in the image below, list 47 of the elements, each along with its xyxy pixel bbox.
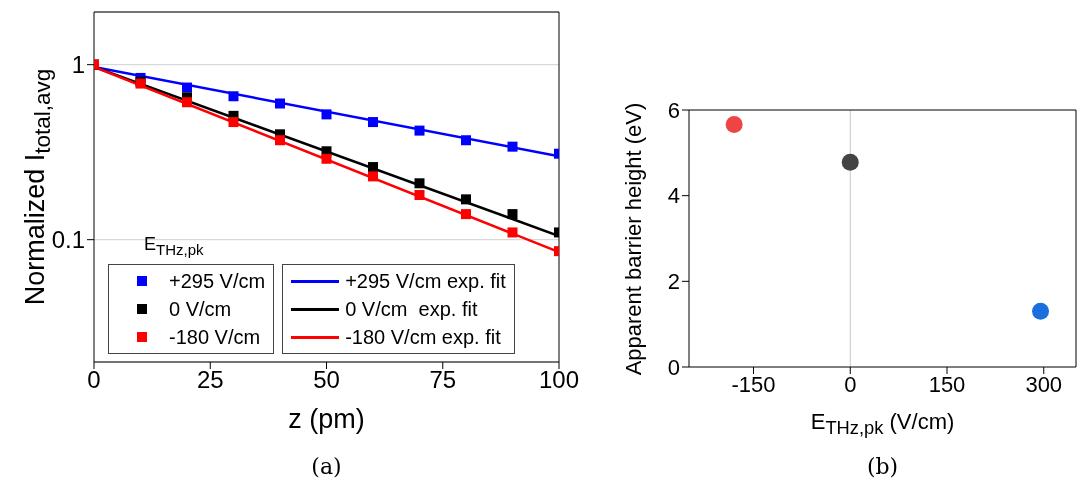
- point: [507, 209, 518, 220]
- x-tick-label: 75: [429, 366, 457, 394]
- point: [182, 82, 192, 93]
- x-axis-title: z (pm): [287, 404, 366, 435]
- point: [368, 162, 378, 173]
- legend-label: -180 V/cm exp. fit: [345, 325, 501, 349]
- point: [507, 227, 518, 238]
- y-tick-label: 1: [71, 51, 85, 79]
- x-axis-title: E$_{THz,pk}$ (V/cm): [809, 409, 956, 440]
- point: [228, 91, 239, 102]
- point: [275, 135, 285, 146]
- x-tick-label: 100: [538, 366, 580, 394]
- x-tick-label: 50: [313, 366, 340, 394]
- point: [1032, 302, 1050, 320]
- point: [414, 125, 425, 136]
- point: [368, 117, 378, 128]
- x-tick-label: 300: [1025, 371, 1063, 397]
- y-tick-label: 6: [667, 97, 680, 123]
- point: [182, 97, 192, 108]
- point: [368, 171, 378, 182]
- point: [461, 135, 471, 146]
- point: [461, 194, 471, 205]
- x-tick-label: -150: [731, 371, 776, 397]
- legend-label: 0 V/cm exp. fit: [345, 297, 478, 321]
- point: [841, 153, 859, 171]
- x-tick-label: 150: [928, 371, 966, 397]
- x-tick-label: 25: [196, 366, 224, 394]
- point: [725, 116, 743, 134]
- point: [507, 141, 518, 152]
- legend-label: -180 V/cm: [169, 325, 261, 349]
- point: [228, 117, 239, 128]
- point: [321, 109, 332, 120]
- legend-title: E$_{THz,pk}$: [144, 234, 204, 258]
- text: (b): [865, 454, 900, 479]
- point: [275, 98, 285, 109]
- y-tick-label: 2: [667, 269, 680, 295]
- point: [414, 190, 425, 201]
- legend-label: +295 V/cm: [169, 269, 266, 293]
- x-tick-label: 0: [844, 371, 857, 397]
- y-tick-label: 4: [667, 183, 680, 209]
- point: [414, 178, 425, 189]
- point: [321, 153, 332, 164]
- y-axis-title: Apparent barrier height (eV): [621, 102, 647, 375]
- legend-label: +295 V/cm exp. fit: [345, 269, 506, 293]
- point: [461, 209, 471, 220]
- legend-label: 0 V/cm: [169, 297, 232, 321]
- text: (a): [310, 454, 343, 479]
